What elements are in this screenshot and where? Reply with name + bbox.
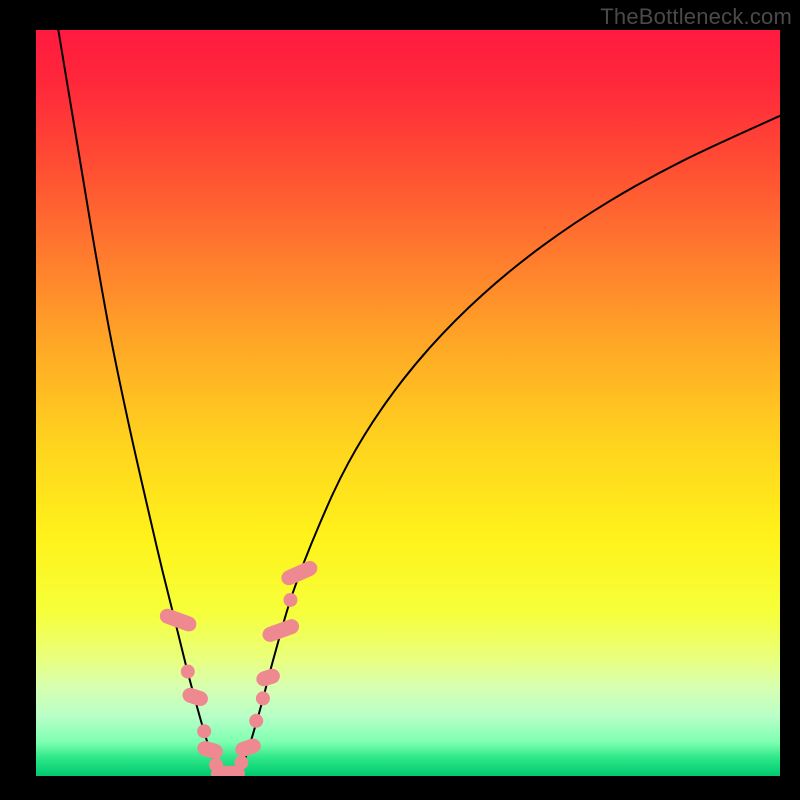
curve-right [237, 116, 780, 774]
marker-group [158, 559, 320, 776]
marker-capsule [254, 667, 281, 689]
marker-dot [256, 691, 270, 705]
watermark-text: TheBottleneck.com [600, 4, 792, 30]
marker-dot [249, 714, 263, 728]
marker-capsule [279, 559, 320, 588]
plot-area [36, 30, 780, 776]
marker-dot [283, 593, 297, 607]
marker-capsule [196, 739, 225, 761]
marker-dot [181, 665, 195, 679]
marker-dot [234, 756, 248, 770]
marker-capsule [233, 737, 262, 759]
marker-capsule [260, 617, 301, 644]
curve-left [58, 30, 222, 774]
marker-dot [197, 724, 211, 738]
curves-layer [36, 30, 780, 776]
chart-stage: TheBottleneck.com [0, 0, 800, 800]
marker-capsule [181, 686, 210, 708]
